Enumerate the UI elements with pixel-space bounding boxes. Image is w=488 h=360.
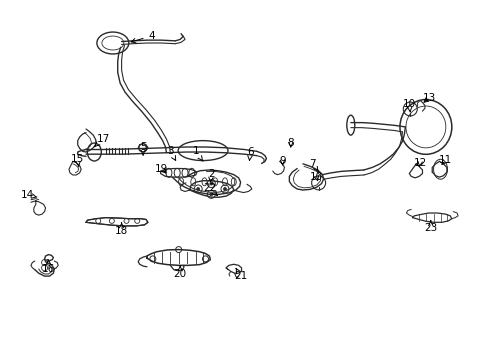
Text: 21: 21	[233, 268, 247, 281]
Text: 18: 18	[115, 223, 128, 236]
Text: 11: 11	[438, 155, 451, 165]
Text: 19: 19	[155, 163, 168, 174]
Text: 13: 13	[422, 93, 435, 103]
Text: 4: 4	[131, 31, 155, 43]
Text: 6: 6	[246, 147, 253, 160]
Text: 3: 3	[167, 146, 175, 161]
Text: 8: 8	[287, 139, 294, 148]
Text: 7: 7	[309, 159, 318, 172]
Text: 14: 14	[21, 190, 37, 200]
Text: 22: 22	[203, 183, 217, 196]
Circle shape	[209, 182, 212, 185]
Text: 10: 10	[309, 172, 323, 182]
Text: 10: 10	[402, 99, 415, 112]
Text: 5: 5	[140, 142, 146, 155]
Text: 23: 23	[423, 221, 436, 233]
Text: 2: 2	[207, 168, 214, 182]
Text: 12: 12	[412, 158, 426, 168]
Circle shape	[209, 193, 212, 196]
Text: 20: 20	[173, 266, 186, 279]
Text: 1: 1	[192, 146, 203, 161]
Text: 15: 15	[71, 154, 84, 167]
Circle shape	[223, 188, 226, 190]
Text: 17: 17	[95, 134, 109, 147]
Circle shape	[196, 188, 199, 190]
Text: 16: 16	[42, 260, 55, 274]
Text: 9: 9	[279, 156, 285, 166]
